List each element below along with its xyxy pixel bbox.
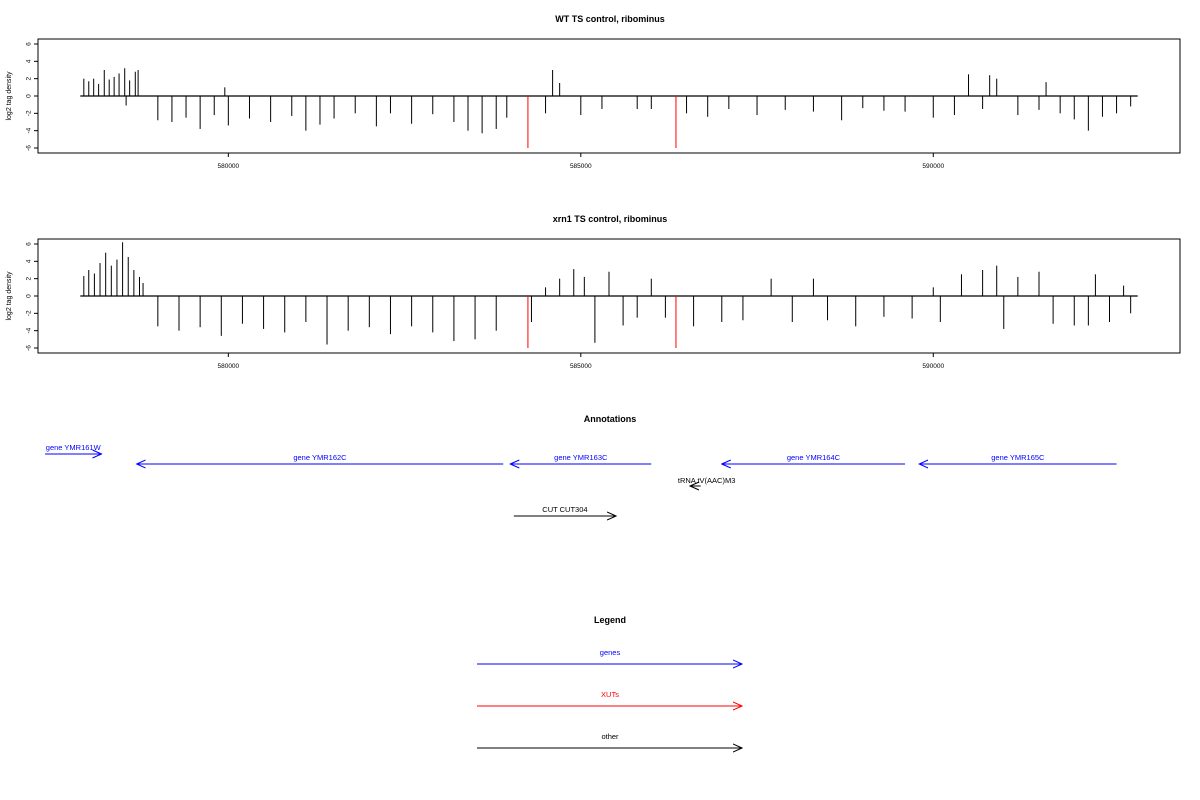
xrn1-y-tick-label: -4 (26, 327, 33, 333)
wt-y-tick-label: -6 (26, 145, 33, 151)
xrn1-x-tick-label: 580000 (217, 363, 239, 370)
legend-entries: genes XUTs other (477, 648, 742, 748)
legend-label: other (601, 732, 619, 741)
wt-y-tick-label: 2 (26, 76, 33, 80)
xrn1-y-axis-label: log2 tag density (6, 271, 13, 321)
wt-axis-ticks: 6 4 2 0 -2 -4 -6 580000 585000 590000 (26, 42, 945, 170)
wt-panel-title: WT TS control, ribominus (555, 14, 665, 24)
wt-y-tick-label: -2 (26, 110, 33, 116)
wt-y-axis-label: log2 tag density (6, 71, 13, 121)
xrn1-x-tick-label: 585000 (570, 363, 592, 370)
annotation-label: CUT CUT304 (542, 505, 587, 514)
xrn1-x-tick-label: 590000 (922, 363, 944, 370)
wt-y-tick-label: 6 (26, 42, 33, 46)
xrn1-y-tick-label: 4 (26, 259, 33, 263)
annotation-label: gene YMR164C (787, 453, 841, 462)
legend-title: Legend (594, 615, 626, 625)
wt-x-tick-label: 580000 (217, 163, 239, 170)
annotation-label: gene YMR163C (554, 453, 608, 462)
wt-x-tick-label: 590000 (922, 163, 944, 170)
xrn1-density-panel: xrn1 TS control, ribominus log2 tag dens… (6, 214, 1181, 370)
wt-density-panel: WT TS control, ribominus log2 tag densit… (6, 14, 1181, 170)
wt-density-bars (80, 68, 1138, 148)
wt-y-tick-label: 0 (26, 94, 33, 98)
legend-label: genes (600, 648, 621, 657)
wt-y-tick-label: 4 (26, 59, 33, 63)
legend: Legend genes XUTs other (477, 615, 742, 748)
xrn1-y-tick-label: -2 (26, 310, 33, 316)
annotations-title: Annotations (584, 414, 637, 424)
xrn1-y-tick-label: 6 (26, 242, 33, 246)
xrn1-axis-ticks: 6 4 2 0 -2 -4 -6 580000 585000 590000 (26, 242, 945, 370)
annotation-label: gene YMR161W (46, 443, 102, 452)
wt-y-tick-label: -4 (26, 127, 33, 133)
xrn1-y-tick-label: -6 (26, 345, 33, 351)
xrn1-y-tick-label: 2 (26, 276, 33, 280)
annotation-label: gene YMR162C (293, 453, 347, 462)
annotation-label: gene YMR165C (991, 453, 1045, 462)
wt-x-tick-label: 585000 (570, 163, 592, 170)
xrn1-density-bars (80, 242, 1138, 348)
annotation-features: gene YMR161W gene YMR162C gene YMR163C gene… (45, 443, 1117, 516)
legend-label: XUTs (601, 690, 619, 699)
xrn1-y-tick-label: 0 (26, 294, 33, 298)
annotation-label: tRNA tV(AAC)M3 (678, 476, 736, 485)
xrn1-panel-title: xrn1 TS control, ribominus (553, 214, 668, 224)
